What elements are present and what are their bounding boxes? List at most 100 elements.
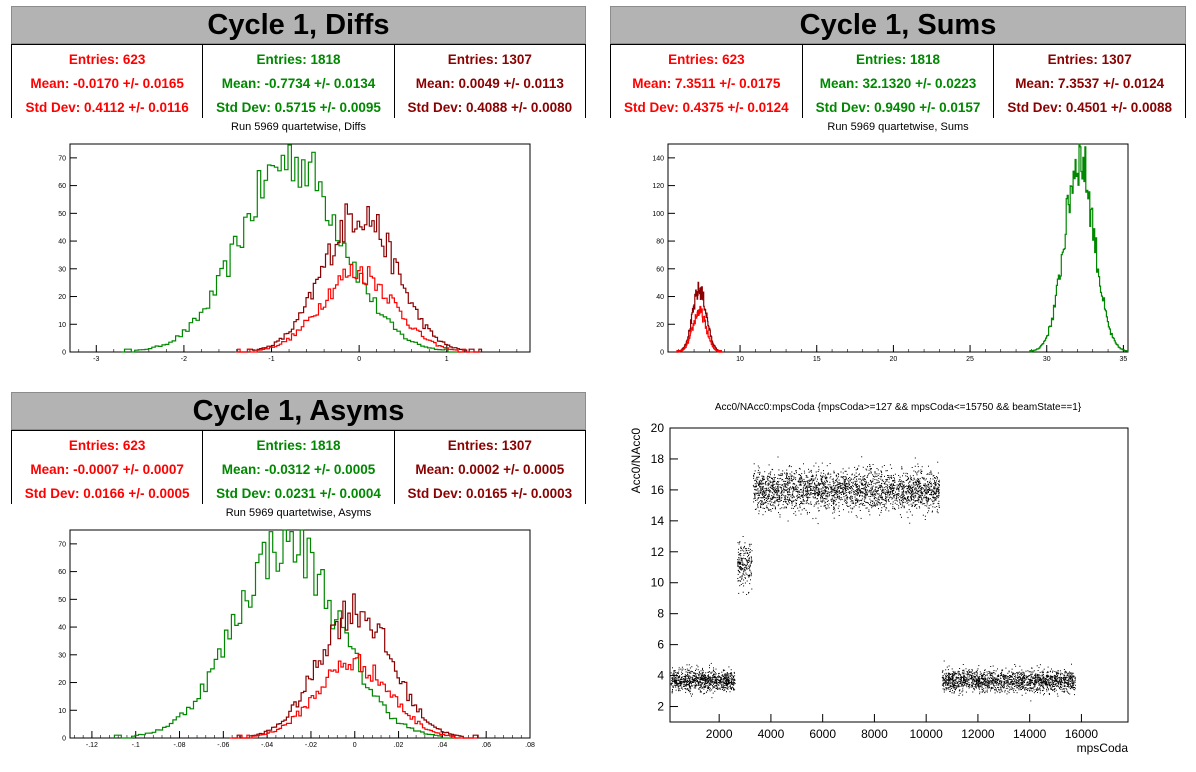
scatter-point xyxy=(776,493,778,495)
scatter-point xyxy=(742,562,744,564)
scatter-point xyxy=(927,490,929,492)
scatter-point xyxy=(949,690,951,692)
scatter-point xyxy=(751,550,753,552)
scatter-point xyxy=(976,679,978,681)
scatter-point xyxy=(877,504,879,506)
scatter-point xyxy=(704,686,706,688)
scatter-point xyxy=(954,679,955,681)
scatter-point xyxy=(837,482,839,484)
scatter-point xyxy=(717,687,719,689)
scatter-point xyxy=(798,510,800,512)
scatter-point xyxy=(886,490,888,492)
scatter-point xyxy=(719,687,721,689)
scatter-point xyxy=(777,485,779,487)
scatter-point xyxy=(874,497,876,499)
scatter-point xyxy=(931,493,933,495)
scatter-point xyxy=(848,505,850,507)
scatter-point xyxy=(937,512,939,514)
scatter-point xyxy=(856,499,858,501)
scatter-point xyxy=(777,491,779,493)
scatter-point xyxy=(912,505,913,507)
scatter-point xyxy=(856,516,858,518)
scatter-point xyxy=(916,489,918,491)
scatter-point xyxy=(854,503,856,505)
scatter-point xyxy=(856,490,857,492)
scatter-point xyxy=(702,667,703,669)
scatter-point xyxy=(763,508,765,509)
scatter-point xyxy=(746,573,748,575)
scatter-point xyxy=(749,570,751,572)
scatter-point xyxy=(842,476,844,478)
scatter-point xyxy=(732,684,733,686)
scatter-point xyxy=(728,678,730,680)
scatter-point xyxy=(869,514,871,516)
scatter-point xyxy=(870,484,872,486)
scatter-point xyxy=(1041,680,1043,682)
scatter-point xyxy=(995,670,997,672)
scatter-point xyxy=(952,684,954,686)
scatter-point xyxy=(771,468,773,470)
scatter-point xyxy=(886,487,888,489)
scatter-point xyxy=(911,494,913,496)
scatter-point xyxy=(715,680,717,682)
scatter-point xyxy=(835,474,837,476)
scatter-point xyxy=(757,502,759,504)
scatter-point xyxy=(781,497,783,499)
scatter-point xyxy=(704,676,706,678)
scatter-point xyxy=(838,492,840,494)
scatter-point xyxy=(683,676,685,677)
scatter-point xyxy=(994,689,996,691)
scatter-point xyxy=(710,680,712,682)
scatter-point xyxy=(691,677,693,679)
scatter-point xyxy=(912,486,914,488)
scatter-point xyxy=(770,482,772,483)
scatter-point xyxy=(1045,684,1047,686)
scatter-point xyxy=(1023,678,1025,680)
scatter-point xyxy=(782,486,784,488)
scatter-point xyxy=(1042,685,1044,687)
scatter-point xyxy=(857,491,858,493)
scatter-point xyxy=(760,503,762,505)
scatter-point xyxy=(673,671,675,673)
scatter-point xyxy=(896,493,897,495)
scatter-point xyxy=(850,485,852,487)
scatter-point xyxy=(864,484,865,486)
scatter-point xyxy=(835,503,837,505)
scatter-point xyxy=(774,490,776,492)
scatter-point xyxy=(818,492,820,494)
scatter-point xyxy=(845,476,847,478)
scatter-point xyxy=(722,676,724,677)
scatter-point xyxy=(707,687,709,689)
scatter-point xyxy=(678,689,680,691)
scatter-point xyxy=(905,475,907,477)
scatter-point xyxy=(842,491,844,493)
scatter-point xyxy=(748,547,750,549)
scatter-point xyxy=(768,489,770,491)
scatter-point xyxy=(969,686,971,688)
scatter-point xyxy=(760,506,761,508)
scatter-point xyxy=(860,476,862,477)
scatter-point xyxy=(991,687,993,689)
scatter-point xyxy=(875,504,877,506)
scatter-point xyxy=(754,494,756,496)
scatter-point xyxy=(1011,684,1013,686)
scatter-point xyxy=(818,466,820,468)
scatter-point xyxy=(817,490,819,492)
scatter-point xyxy=(922,503,924,505)
scatter-point xyxy=(917,483,919,485)
scatter-point xyxy=(977,686,979,687)
scatter-point xyxy=(691,685,693,687)
scatter-title: Acc0/NAcc0:mpsCoda {mpsCoda>=127 && mpsC… xyxy=(714,402,1082,413)
scatter-point xyxy=(870,481,872,483)
scatter-point xyxy=(969,684,971,686)
scatter-point xyxy=(856,483,858,485)
scatter-point xyxy=(834,489,836,491)
scatter-point xyxy=(903,485,905,487)
scatter-point xyxy=(935,484,937,486)
scatter-point xyxy=(824,483,826,485)
scatter-point xyxy=(790,486,791,488)
scatter-point xyxy=(1034,686,1036,688)
scatter-point xyxy=(808,479,810,481)
scatter-point xyxy=(955,679,957,681)
scatter-point xyxy=(885,509,887,511)
